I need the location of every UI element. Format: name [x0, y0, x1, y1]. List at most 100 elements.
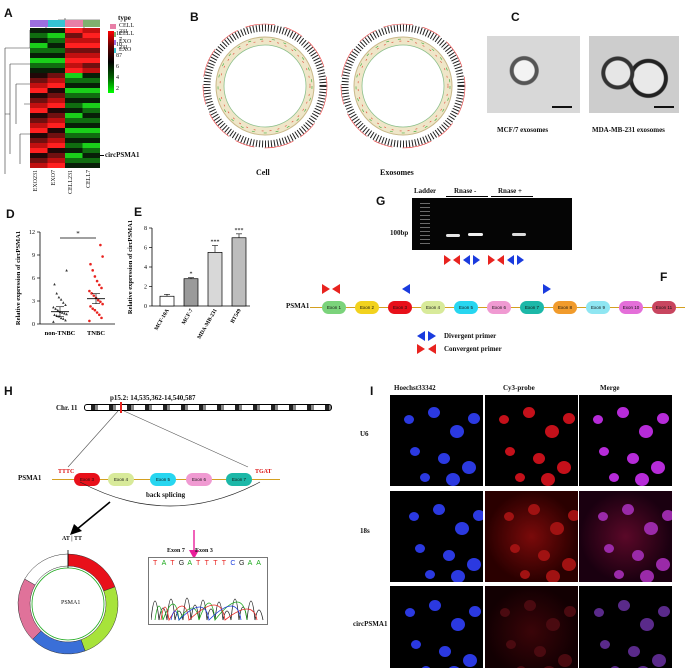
- cell-nucleus: [451, 618, 465, 631]
- heatmap-cell: [82, 98, 100, 103]
- heatmap-cell: [47, 143, 65, 148]
- cell-nucleus: [510, 544, 520, 553]
- cell-nucleus: [451, 570, 465, 582]
- fish-col-merge: Merge: [600, 384, 620, 392]
- heatmap-column-label-exo7: EXO7: [51, 170, 57, 186]
- heatmap-cell: [30, 98, 48, 103]
- cell-nucleus: [538, 550, 550, 561]
- sequence-base: G: [239, 560, 245, 567]
- fish-row-18s: 18s: [360, 527, 370, 535]
- exon-10: Exon 10: [619, 301, 643, 314]
- heatmap-cell: [30, 123, 48, 128]
- fish-row-u6: U6: [360, 430, 369, 438]
- data-point: [64, 303, 67, 307]
- heatmap-cell: [65, 43, 83, 48]
- cell-nucleus: [618, 600, 630, 611]
- fish-image-circpsma1-cy3probe: [485, 586, 578, 668]
- panel-label-a: A: [4, 6, 13, 20]
- heatmap-cell: [65, 98, 83, 103]
- cell-nucleus: [558, 654, 572, 667]
- panel-label-i: I: [370, 384, 374, 398]
- y-tick-label: 4: [144, 265, 147, 271]
- heatmap-cell: [47, 128, 65, 133]
- circos-plot-exosomes: [340, 23, 466, 149]
- panel-label-d: D: [6, 207, 15, 221]
- panel-label-e: E: [134, 205, 143, 219]
- heatmap-cell: [30, 148, 48, 153]
- scatter-chart-d: 0 3 6 9 12 Relative expression of circPSMA1 no…: [15, 230, 115, 337]
- heatmap-cell: [30, 153, 48, 158]
- cell-nucleus: [600, 640, 610, 649]
- heatmap-cell: [47, 53, 65, 58]
- heatmap-cell: [30, 158, 48, 163]
- heatmap-cell: [82, 53, 100, 58]
- heatmap-cell: [65, 153, 83, 158]
- bar: [159, 295, 175, 307]
- y-tick-label: 3: [32, 299, 35, 305]
- back-splicing-arc: [79, 481, 261, 507]
- x-category-label: MDA-MB-231: [197, 308, 219, 341]
- data-point: [55, 292, 58, 295]
- cell-nucleus: [528, 504, 540, 515]
- heatmap-cell: [47, 133, 65, 138]
- data-point: [52, 305, 55, 309]
- data-point: [53, 313, 56, 316]
- cell-nucleus: [443, 550, 455, 561]
- data-point: [52, 320, 55, 323]
- heatmap-cell: [47, 118, 65, 123]
- exon-7: Exon 7: [520, 301, 544, 314]
- heatmap-cell: [82, 158, 100, 163]
- seq-exon-left-label: Exon 7: [167, 548, 185, 554]
- data-point: [65, 269, 68, 272]
- y-tick-label: 0: [144, 304, 147, 310]
- circrna-exon-arc: [17, 578, 42, 640]
- legend-label-exo7: EXO 7: [119, 47, 132, 59]
- cell-nucleus: [455, 522, 469, 535]
- em-image-mcf7: [487, 36, 580, 113]
- data-point: [60, 311, 64, 314]
- heatmap-cell: [82, 138, 100, 143]
- heatmap-cell: [65, 143, 83, 148]
- circle-center-label: PSMA1: [61, 600, 81, 606]
- heatmap-cell: [82, 88, 100, 93]
- gel-primer-legend-row: [444, 255, 524, 265]
- heatmap-cell: [47, 153, 65, 158]
- arrow-to-circle: [70, 501, 111, 535]
- exon-1: Exon 1: [322, 301, 346, 314]
- data-point: [57, 295, 61, 299]
- heatmap-cell: [47, 28, 65, 33]
- cell-nucleus: [505, 447, 515, 456]
- cell-nucleus: [468, 413, 480, 424]
- data-point: [98, 313, 101, 317]
- data-point: [54, 307, 57, 310]
- fish-image-circpsma1-merge: [579, 586, 672, 668]
- exon-3: Exon 3: [388, 301, 412, 314]
- cell-nucleus: [640, 570, 654, 582]
- cell-nucleus: [628, 646, 640, 657]
- heatmap-cell: [47, 73, 65, 78]
- heatmap-cell: [82, 133, 100, 138]
- gel-image: [412, 198, 572, 250]
- heatmap-cell: [65, 103, 83, 108]
- sequence-base: T: [196, 560, 201, 567]
- cell-nucleus: [500, 608, 510, 617]
- backsplice-exon-6: Exon 6: [186, 473, 212, 486]
- cell-nucleus: [504, 512, 514, 521]
- exon-5: Exon 5: [454, 301, 478, 314]
- legend-label-cell231: CELL 231: [119, 23, 134, 35]
- data-point: [101, 255, 104, 258]
- cell-nucleus: [467, 558, 481, 571]
- exon-4: Exon 4: [421, 301, 445, 314]
- chromatogram-trace: [151, 597, 264, 622]
- data-point: [100, 286, 103, 290]
- sequence-base: A: [247, 560, 253, 567]
- heatmap-cell: [47, 93, 65, 98]
- fish-image-u6-merge: [579, 395, 672, 486]
- heatmap-cell: [82, 113, 100, 118]
- backsplice-exon-3: Exon 3: [74, 473, 100, 486]
- data-point: [91, 269, 94, 272]
- cell-nucleus: [450, 425, 464, 438]
- gel-ladder-label: Ladder: [414, 187, 437, 195]
- cell-nucleus: [610, 666, 620, 668]
- gel-band-2: [468, 233, 483, 236]
